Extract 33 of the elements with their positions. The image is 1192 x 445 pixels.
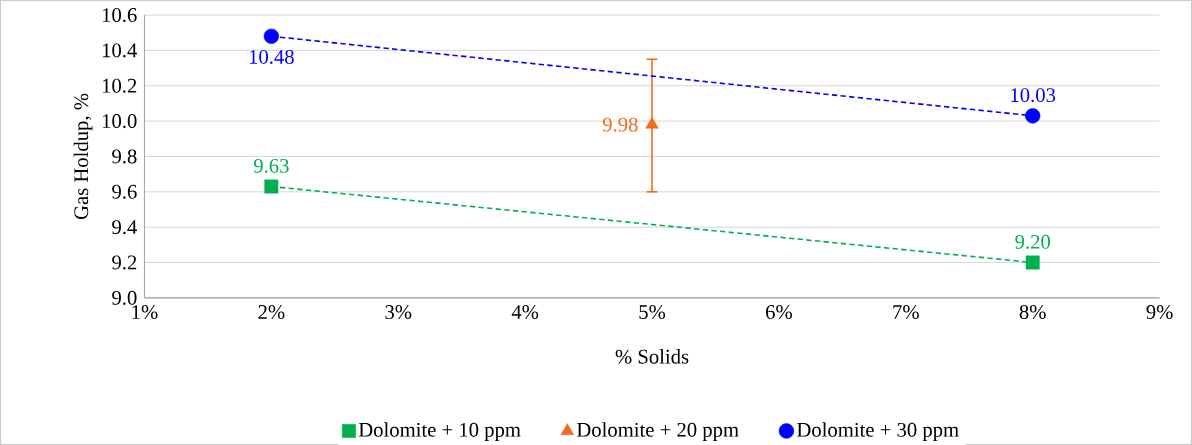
- x-tick-label: 4%: [511, 305, 539, 320]
- point: [1025, 108, 1041, 124]
- y-tick-label: 9.0: [112, 290, 137, 305]
- x-tick-label: 8%: [1019, 305, 1046, 320]
- y-tick-label: 9.6: [112, 184, 137, 199]
- data-label: 9.98: [602, 117, 638, 132]
- y-tick-label: 10.6: [102, 8, 137, 23]
- x-tick-label: 5%: [639, 305, 666, 320]
- data-label: 10.03: [1011, 88, 1056, 103]
- x-tick-label: 9%: [1146, 305, 1173, 320]
- legend-label: Dolomite + 20 ppm: [576, 422, 739, 441]
- point: [263, 28, 279, 44]
- point: [645, 117, 659, 129]
- y-tick-label: 10.0: [102, 114, 137, 129]
- point: [1025, 255, 1040, 270]
- y-tick-label: 9.2: [112, 255, 137, 270]
- y-tick-label: 10.2: [102, 78, 137, 93]
- x-axis-title: % Solids: [615, 349, 689, 364]
- y-axis-title: Gas Holdup, %: [73, 93, 93, 220]
- point: [264, 179, 279, 194]
- x-tick-label: 6%: [766, 305, 792, 320]
- x-tick-label: 3%: [385, 305, 412, 320]
- x-tick-label: 1%: [132, 305, 158, 320]
- data-label: 9.63: [253, 158, 289, 173]
- x-tick-label: 7%: [893, 305, 919, 320]
- y-tick-label: 10.4: [102, 43, 137, 58]
- data-label: 10.48: [249, 49, 294, 64]
- legend-label: Dolomite + 30 ppm: [797, 422, 959, 441]
- legend-label: Dolomite + 10 ppm: [358, 422, 521, 441]
- y-tick-label: 9.4: [112, 220, 137, 235]
- data-label: 9.20: [1015, 234, 1050, 249]
- y-tick-label: 9.8: [112, 149, 137, 164]
- x-tick-label: 2%: [258, 305, 285, 320]
